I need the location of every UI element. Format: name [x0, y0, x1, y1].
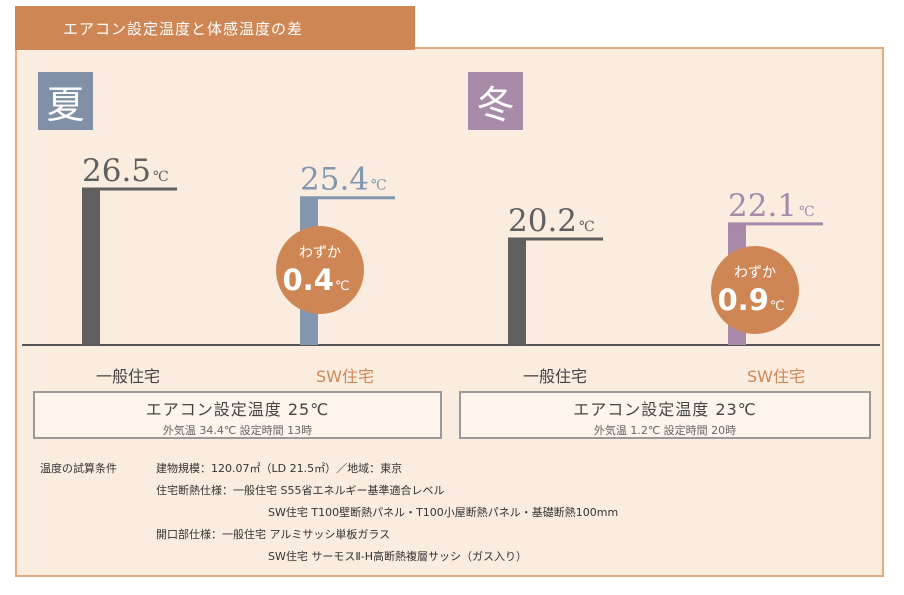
difference-badge-0	[276, 226, 364, 314]
category-label-1-0: 一般住宅	[523, 367, 587, 386]
category-label-0-0: 一般住宅	[96, 367, 160, 386]
winter-condition-main: エアコン設定温度 23℃	[573, 400, 757, 419]
summer-season-badge: 夏	[38, 72, 93, 130]
summer-label: 夏	[46, 82, 85, 127]
value-label-0-1: 25.4 ℃	[300, 162, 387, 198]
summer-condition-main: エアコン設定温度 25℃	[145, 400, 330, 419]
difference-prefix-0: わずか	[299, 245, 341, 261]
notes-heading: 温度の試算条件	[40, 462, 117, 475]
difference-prefix-1: わずか	[734, 265, 776, 281]
notes-line-5: SW住宅 サーモスⅡ-H高断熱複層サッシ（ガス入り）	[268, 550, 528, 563]
notes-line-2: 住宅断熱仕様：一般住宅 S55省エネルギー基準適合レベル	[156, 484, 445, 497]
difference-value-0: 0.4℃	[283, 263, 350, 297]
page-title: エアコン設定温度と体感温度の差	[15, 6, 415, 50]
winter-condition-sub: 外気温 1.2℃ 設定時間 20時	[593, 424, 737, 437]
notes-line-4: 開口部仕様：一般住宅 アルミサッシ単板ガラス	[156, 528, 391, 541]
value-label-0-0: 26.5 ℃	[82, 153, 169, 189]
title-text: エアコン設定温度と体感温度の差	[63, 19, 304, 38]
winter-season-badge: 冬	[468, 72, 523, 130]
notes-line-1: 建物規模：120.07㎡（LD 21.5㎡）／地域：東京	[156, 462, 403, 475]
difference-value-1: 0.9℃	[718, 283, 785, 317]
notes-line-3: SW住宅 T100壁断熱パネル・T100小屋断熱パネル・基礎断熱100mm	[268, 506, 619, 519]
bar-1-0	[508, 238, 526, 345]
winter-label: 冬	[476, 82, 515, 127]
category-label-0-1: SW住宅	[316, 367, 374, 386]
winter-condition-box: エアコン設定温度 23℃ 外気温 1.2℃ 設定時間 20時	[459, 391, 871, 439]
summer-condition-sub: 外気温 34.4℃ 設定時間 13時	[162, 424, 313, 437]
value-label-1-0: 20.2 ℃	[508, 203, 595, 239]
value-label-1-1: 22.1 ℃	[728, 188, 815, 224]
bar-0-0	[82, 188, 100, 345]
category-label-1-1: SW住宅	[747, 367, 805, 386]
summer-condition-box: エアコン設定温度 25℃ 外気温 34.4℃ 設定時間 13時	[33, 391, 442, 439]
difference-badge-1	[711, 246, 799, 334]
